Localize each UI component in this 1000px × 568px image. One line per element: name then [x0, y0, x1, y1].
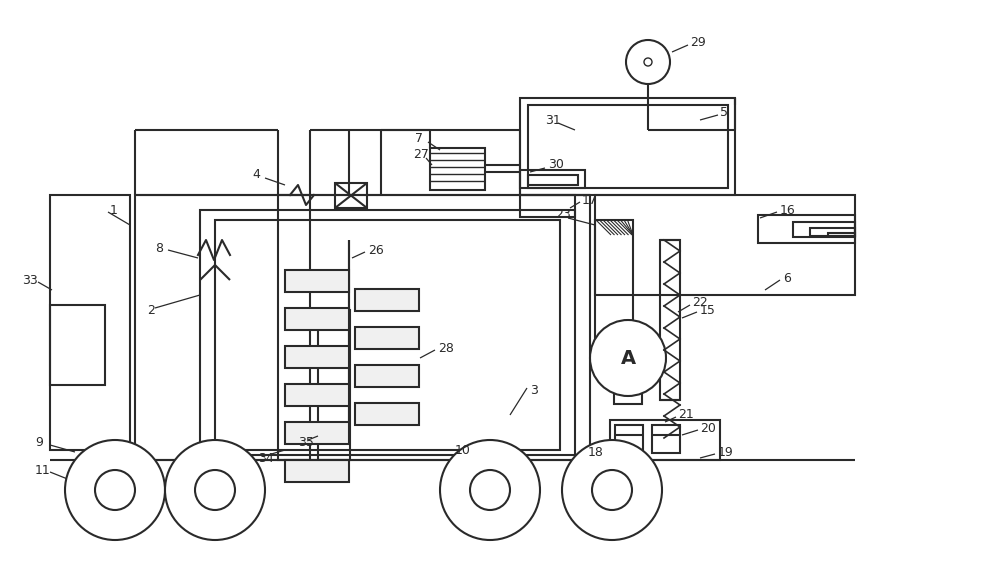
Text: 23: 23 — [555, 208, 571, 222]
Text: 22: 22 — [692, 295, 708, 308]
Text: 20: 20 — [700, 421, 716, 435]
Bar — [285, 346, 349, 368]
Text: 29: 29 — [690, 35, 706, 48]
Circle shape — [165, 440, 265, 540]
Text: 21: 21 — [678, 408, 694, 421]
Bar — [285, 422, 349, 444]
Text: 17: 17 — [582, 194, 598, 207]
Text: 5: 5 — [720, 106, 728, 119]
Text: 19: 19 — [718, 445, 734, 458]
Text: 9: 9 — [35, 436, 43, 449]
Text: A: A — [620, 349, 636, 367]
Text: 26: 26 — [368, 244, 384, 257]
Bar — [50, 305, 105, 385]
Bar — [215, 220, 560, 450]
Bar — [520, 98, 735, 195]
Text: 33: 33 — [22, 274, 38, 286]
Bar — [285, 308, 349, 330]
Bar — [335, 183, 367, 208]
Circle shape — [440, 440, 540, 540]
Bar — [355, 403, 419, 425]
Text: 34: 34 — [258, 452, 274, 465]
Text: 4: 4 — [252, 169, 260, 182]
Bar — [520, 195, 575, 217]
Text: 28: 28 — [438, 341, 454, 354]
Bar — [793, 222, 855, 237]
Text: 6: 6 — [783, 272, 791, 285]
Bar — [615, 425, 643, 453]
Bar — [652, 425, 680, 453]
Text: 16: 16 — [780, 203, 796, 216]
Circle shape — [644, 58, 652, 66]
Text: 10: 10 — [455, 444, 471, 457]
Bar — [610, 420, 720, 460]
Circle shape — [590, 320, 666, 396]
Circle shape — [470, 470, 510, 510]
Text: 27: 27 — [413, 148, 429, 161]
Bar — [355, 327, 419, 349]
Text: 18: 18 — [588, 445, 604, 458]
Bar — [200, 210, 575, 455]
Bar — [660, 240, 680, 400]
Bar — [355, 289, 419, 311]
Bar — [595, 220, 633, 350]
Text: 35: 35 — [298, 436, 314, 449]
Text: 8: 8 — [155, 241, 163, 254]
Text: 30: 30 — [548, 158, 564, 172]
Text: 11: 11 — [35, 463, 51, 477]
Bar — [828, 233, 855, 236]
Text: 31: 31 — [545, 114, 561, 127]
Text: 1: 1 — [110, 203, 118, 216]
Bar — [50, 195, 130, 450]
Bar — [430, 148, 485, 190]
Bar — [318, 310, 350, 460]
Circle shape — [562, 440, 662, 540]
Bar — [285, 384, 349, 406]
Circle shape — [626, 40, 670, 84]
Bar — [614, 390, 642, 404]
Bar — [355, 365, 419, 387]
Circle shape — [65, 440, 165, 540]
Bar — [595, 195, 855, 295]
Bar — [528, 175, 578, 185]
Bar — [285, 460, 349, 482]
Bar — [528, 105, 728, 188]
Circle shape — [95, 470, 135, 510]
Bar — [135, 195, 590, 460]
Circle shape — [592, 470, 632, 510]
Text: 3: 3 — [530, 383, 538, 396]
Bar — [520, 170, 585, 188]
Text: 7: 7 — [415, 132, 423, 144]
Bar — [278, 195, 310, 460]
Text: 2: 2 — [147, 303, 155, 316]
Circle shape — [195, 470, 235, 510]
Bar — [285, 270, 349, 292]
Bar — [810, 228, 855, 236]
Bar — [758, 215, 855, 243]
Text: 15: 15 — [700, 303, 716, 316]
